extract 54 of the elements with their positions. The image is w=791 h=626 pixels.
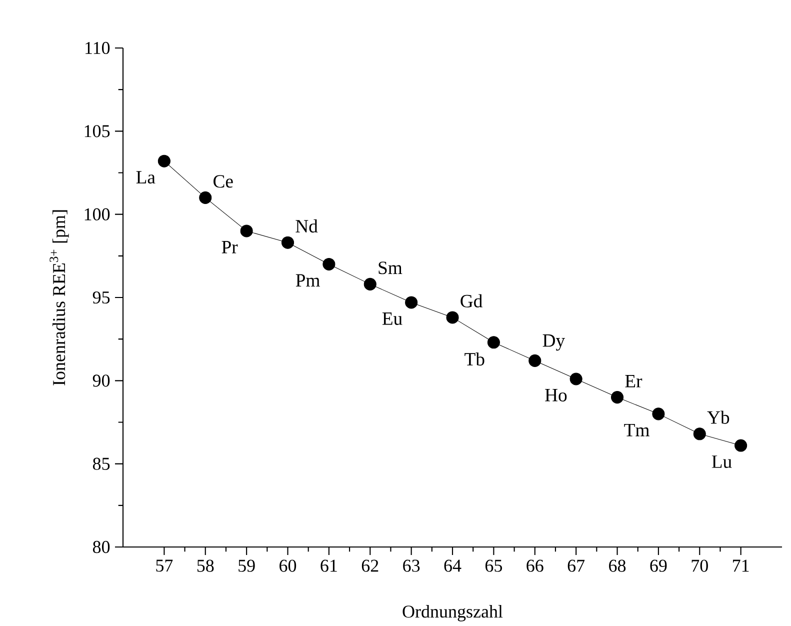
annotation: Tm	[624, 424, 650, 436]
annotation: Ho	[545, 389, 567, 402]
annotation: Yb	[707, 410, 730, 424]
x-tick-label: 66	[526, 560, 544, 572]
point	[322, 258, 336, 271]
y-tick-label: 110	[86, 42, 110, 54]
point	[734, 439, 748, 452]
x-axis-title: Ordnungszahl	[402, 605, 503, 622]
point	[528, 354, 542, 368]
point	[240, 224, 253, 238]
x-tick-label: 71	[733, 560, 749, 572]
annotation: Pm	[296, 274, 320, 287]
annotation: Pr	[222, 241, 238, 254]
x-tick-label: 69	[650, 560, 667, 572]
point	[487, 336, 500, 349]
x-tick-label: 59	[238, 560, 255, 572]
y-tick-label: 105	[84, 125, 110, 138]
y-tick-label: 95	[92, 292, 110, 304]
annotation: Dy	[542, 334, 565, 351]
point	[446, 311, 459, 324]
x-tick-label: 60	[280, 560, 296, 572]
annotation: Tb	[464, 352, 484, 366]
y-tick-label: 100	[84, 208, 110, 220]
y-tick-label: 90	[92, 374, 110, 387]
annotation: La	[136, 171, 156, 184]
point	[693, 428, 706, 440]
annotation: Gd	[460, 294, 482, 308]
annotation: Eu	[382, 312, 402, 326]
x-tick-label: 65	[485, 560, 502, 572]
point	[610, 391, 624, 404]
annotation: Nd	[296, 219, 318, 233]
point	[199, 192, 212, 204]
x-tick-label: 68	[609, 560, 626, 572]
annotation: Lu	[712, 456, 732, 468]
y-axis-title: Ionenradius REE$^{3+}$ [pm]	[50, 210, 69, 386]
x-tick-label: 57	[156, 560, 173, 572]
x-tick-label: 63	[403, 560, 420, 572]
annotation: Sm	[378, 262, 402, 274]
x-tick-label: 70	[692, 560, 708, 572]
x-tick-label: 67	[568, 560, 585, 572]
point	[281, 236, 294, 249]
annotation: Er	[625, 375, 642, 388]
point	[652, 408, 665, 420]
x-tick-label: 61	[320, 560, 337, 572]
point	[158, 154, 170, 168]
x-tick-label: 58	[197, 560, 214, 572]
x-tick-label: 64	[444, 560, 462, 572]
point	[570, 372, 582, 386]
x-tick-label: 62	[362, 560, 378, 572]
point	[405, 296, 418, 309]
y-tick-label: 80	[92, 540, 110, 554]
point	[364, 278, 376, 291]
y-tick-label: 85	[92, 458, 110, 470]
annotation: Ce	[214, 175, 233, 188]
